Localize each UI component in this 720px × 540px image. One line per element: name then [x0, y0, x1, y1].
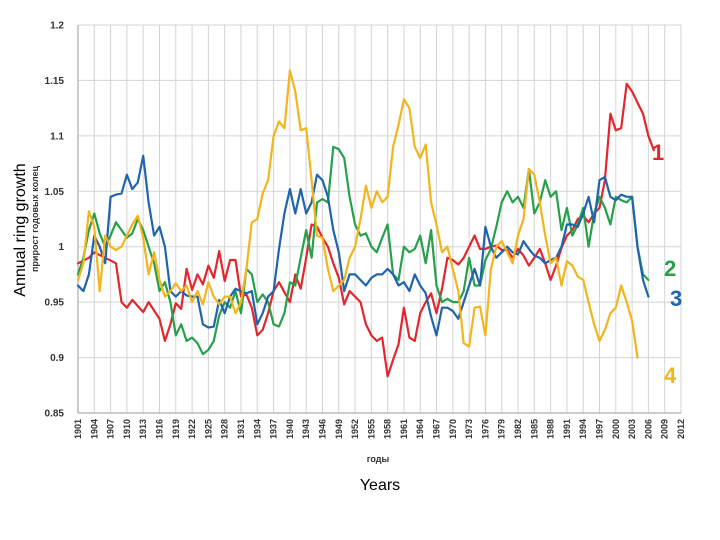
x-axis-ticks: 1901 1904 1907 1910 1913 1916 1919 1922 1925 1928… [73, 419, 686, 439]
x-tick-label: 1970 [448, 419, 458, 439]
y-tick-label: 0.95 [45, 298, 65, 309]
x-tick-label: 1940 [285, 419, 295, 439]
series-label-3: 3 [670, 286, 682, 311]
x-tick-label: 1943 [301, 419, 311, 439]
series-number-labels: 1 2 3 4 [652, 140, 682, 388]
x-tick-label: 1913 [138, 419, 148, 439]
x-tick-label: 1976 [480, 419, 490, 439]
x-tick-label: 2000 [611, 419, 621, 439]
y-tick-label: 1 [58, 242, 64, 253]
x-tick-label: 1952 [350, 419, 360, 439]
x-tick-label: 1994 [578, 419, 588, 439]
series-line-2 [76, 145, 650, 356]
x-tick-label: 1907 [106, 419, 116, 439]
x-tick-label: 1985 [529, 419, 539, 439]
series-line-4 [76, 69, 639, 359]
y-tick-label: 1.05 [45, 187, 65, 198]
inner-y-axis-label: прирост годовых колец [30, 166, 40, 272]
x-tick-label: 1997 [595, 419, 605, 439]
x-tick-label: 1916 [154, 419, 164, 439]
x-tick-label: 2009 [660, 419, 670, 439]
x-tick-label: 1964 [415, 419, 425, 439]
x-tick-label: 1973 [464, 419, 474, 439]
x-tick-label: 1901 [73, 419, 83, 439]
x-tick-label: 2003 [627, 419, 637, 439]
series-line-1 [76, 82, 655, 378]
x-tick-label: 1955 [366, 419, 376, 439]
series-label-4: 4 [664, 363, 677, 388]
x-tick-label: 1991 [562, 419, 572, 439]
x-tick-label: 1979 [497, 419, 507, 439]
x-tick-label: 1934 [252, 419, 262, 439]
x-axis-title: Years [359, 477, 401, 494]
chart-grid [77, 24, 682, 414]
inner-x-axis-label: годы [367, 454, 390, 464]
y-axis-title: Annual ring growth [12, 163, 29, 297]
x-tick-label: 1910 [122, 419, 132, 439]
y-axis-ticks: 0.85 0.9 0.95 1 1.05 1.1 1.15 1.2 [45, 21, 65, 420]
y-tick-label: 1.2 [50, 21, 64, 32]
x-tick-label: 1946 [317, 419, 327, 439]
series-line-3 [76, 154, 650, 337]
x-tick-label: 1904 [89, 419, 99, 439]
x-tick-label: 1949 [334, 419, 344, 439]
y-tick-label: 1.15 [45, 76, 65, 87]
x-tick-label: 1961 [399, 419, 409, 439]
x-tick-label: 1931 [236, 419, 246, 439]
series-label-2: 2 [664, 256, 676, 281]
x-tick-label: 1937 [269, 419, 279, 439]
x-tick-label: 2012 [676, 419, 686, 439]
x-tick-label: 1922 [187, 419, 197, 439]
y-tick-label: 1.1 [50, 131, 64, 142]
x-tick-label: 1919 [171, 419, 181, 439]
x-tick-label: 1925 [203, 419, 213, 439]
x-tick-label: 1988 [546, 419, 556, 439]
x-tick-label: 2006 [643, 419, 653, 439]
x-tick-label: 1982 [513, 419, 523, 439]
y-tick-label: 0.85 [45, 409, 65, 420]
x-tick-label: 1958 [383, 419, 393, 439]
x-tick-label: 1967 [432, 419, 442, 439]
x-tick-label: 1928 [220, 419, 230, 439]
y-tick-label: 0.9 [50, 353, 64, 364]
series-label-1: 1 [652, 140, 664, 165]
chart-series [76, 69, 655, 378]
